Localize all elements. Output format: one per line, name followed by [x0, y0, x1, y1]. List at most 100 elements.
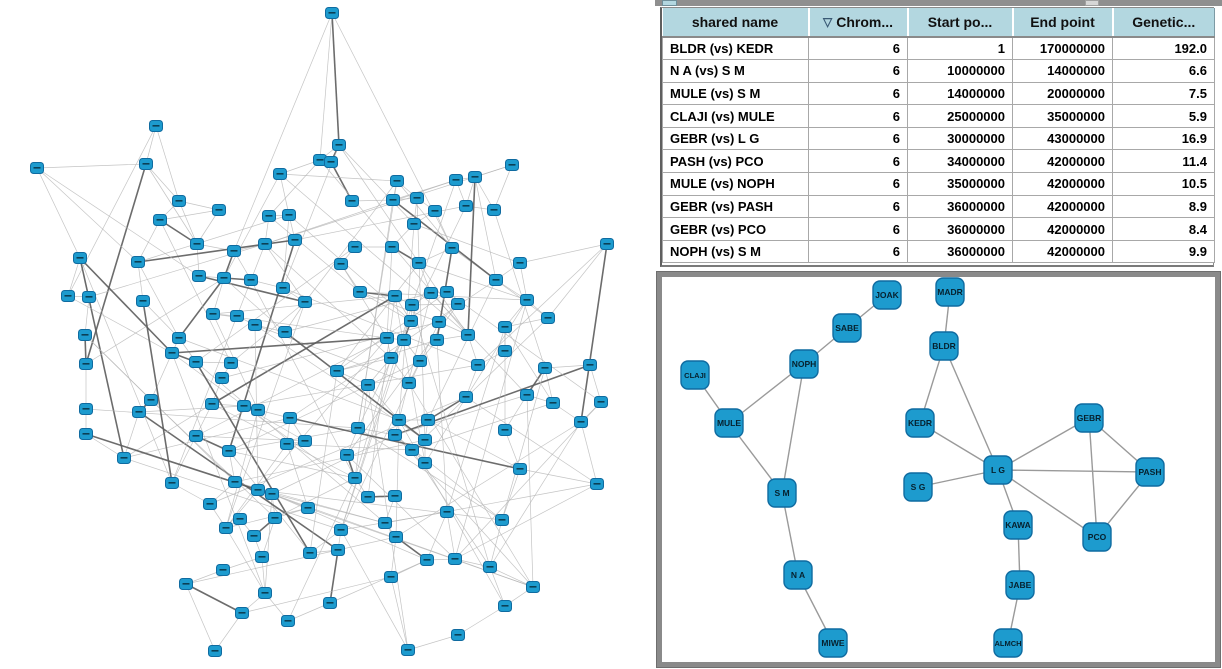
- network-node[interactable]: [384, 352, 398, 364]
- network-node[interactable]: [208, 645, 222, 657]
- network-node[interactable]: [192, 270, 206, 282]
- network-node[interactable]: [334, 258, 348, 270]
- network-node[interactable]: [424, 287, 438, 299]
- network-node[interactable]: JABE: [1005, 570, 1035, 600]
- network-node[interactable]: [251, 404, 265, 416]
- network-node[interactable]: [79, 428, 93, 440]
- network-node[interactable]: [298, 435, 312, 447]
- network-node[interactable]: [430, 334, 444, 346]
- network-node[interactable]: [451, 629, 465, 641]
- network-node[interactable]: NOPH: [789, 349, 819, 379]
- network-node[interactable]: [513, 463, 527, 475]
- network-node[interactable]: [378, 517, 392, 529]
- network-node[interactable]: [237, 400, 251, 412]
- network-node[interactable]: [498, 345, 512, 357]
- network-node[interactable]: [402, 377, 416, 389]
- network-node[interactable]: [278, 326, 292, 338]
- network-node[interactable]: [348, 472, 362, 484]
- network-node[interactable]: SABE: [832, 313, 862, 343]
- network-node[interactable]: [82, 291, 96, 303]
- network-node[interactable]: [273, 168, 287, 180]
- network-node[interactable]: MIWE: [818, 628, 848, 658]
- network-node[interactable]: [600, 238, 614, 250]
- filter-icon[interactable]: ▽: [822, 15, 833, 29]
- network-node[interactable]: [334, 524, 348, 536]
- network-node[interactable]: [222, 445, 236, 457]
- network-node[interactable]: [248, 319, 262, 331]
- column-header[interactable]: Start po...: [906, 8, 1013, 38]
- network-node[interactable]: [471, 359, 485, 371]
- network-node[interactable]: [149, 120, 163, 132]
- network-node[interactable]: [384, 571, 398, 583]
- network-node[interactable]: S G: [903, 472, 933, 502]
- network-node[interactable]: [131, 256, 145, 268]
- network-node[interactable]: [117, 452, 131, 464]
- network-node[interactable]: [132, 406, 146, 418]
- network-node[interactable]: [489, 274, 503, 286]
- network-node[interactable]: PASH: [1135, 457, 1165, 487]
- network-node[interactable]: [449, 174, 463, 186]
- small-network-canvas[interactable]: JOAK MADR SABE BLDR NOPH CLAJI MULE KEDR GEBR L G…: [662, 277, 1215, 662]
- network-node[interactable]: [244, 274, 258, 286]
- network-node[interactable]: [388, 490, 402, 502]
- network-node[interactable]: ALMCH: [993, 628, 1023, 658]
- network-node[interactable]: [361, 379, 375, 391]
- network-node[interactable]: [282, 209, 296, 221]
- network-node[interactable]: [459, 391, 473, 403]
- network-node[interactable]: KEDR: [905, 408, 935, 438]
- network-node[interactable]: [73, 252, 87, 264]
- network-node[interactable]: [144, 394, 158, 406]
- network-node[interactable]: [410, 192, 424, 204]
- network-node[interactable]: [392, 414, 406, 426]
- table-row[interactable]: CLAJI (vs) MULE 6 25000000 35000000 5.9: [662, 104, 1215, 128]
- network-node[interactable]: [172, 195, 186, 207]
- table-row[interactable]: GEBR (vs) PCO 6 36000000 42000000 8.4: [662, 217, 1215, 241]
- network-node[interactable]: [405, 444, 419, 456]
- network-node[interactable]: [445, 242, 459, 254]
- network-node[interactable]: [303, 547, 317, 559]
- network-node[interactable]: MULE: [714, 408, 744, 438]
- network-node[interactable]: [230, 310, 244, 322]
- network-node[interactable]: JOAK: [872, 280, 902, 310]
- network-node[interactable]: [281, 615, 295, 627]
- network-node[interactable]: [235, 607, 249, 619]
- network-node[interactable]: [574, 416, 588, 428]
- table-row[interactable]: BLDR (vs) KEDR 6 1 170000000 192.0: [662, 36, 1215, 61]
- network-node[interactable]: [280, 438, 294, 450]
- network-node[interactable]: [498, 600, 512, 612]
- network-node[interactable]: [418, 457, 432, 469]
- network-node[interactable]: [172, 332, 186, 344]
- network-node[interactable]: CLAJI: [680, 360, 710, 390]
- network-node[interactable]: [468, 171, 482, 183]
- network-node[interactable]: [331, 544, 345, 556]
- network-node[interactable]: [268, 512, 282, 524]
- network-node[interactable]: [139, 158, 153, 170]
- network-node[interactable]: [79, 358, 93, 370]
- network-node[interactable]: [498, 321, 512, 333]
- network-node[interactable]: [412, 257, 426, 269]
- network-node[interactable]: [461, 329, 475, 341]
- network-node[interactable]: [78, 329, 92, 341]
- network-node[interactable]: [407, 218, 421, 230]
- network-node[interactable]: [353, 286, 367, 298]
- network-node[interactable]: [30, 162, 44, 174]
- network-node[interactable]: [351, 422, 365, 434]
- network-node[interactable]: KAWA: [1003, 510, 1033, 540]
- network-node[interactable]: [224, 357, 238, 369]
- table-row[interactable]: GEBR (vs) PASH 6 36000000 42000000 8.9: [662, 194, 1215, 219]
- network-node[interactable]: S M: [767, 478, 797, 508]
- network-node[interactable]: [79, 403, 93, 415]
- network-node[interactable]: [404, 315, 418, 327]
- network-node[interactable]: [228, 476, 242, 488]
- network-node[interactable]: [340, 449, 354, 461]
- network-node[interactable]: [386, 194, 400, 206]
- network-node[interactable]: [189, 356, 203, 368]
- network-node[interactable]: [418, 434, 432, 446]
- network-node[interactable]: [401, 644, 415, 656]
- column-header[interactable]: ▽ Chrom...: [807, 8, 908, 38]
- network-node[interactable]: [227, 245, 241, 257]
- network-node[interactable]: [448, 553, 462, 565]
- network-node[interactable]: [546, 397, 560, 409]
- tab-fragment[interactable]: [662, 0, 677, 6]
- network-node[interactable]: [325, 7, 339, 19]
